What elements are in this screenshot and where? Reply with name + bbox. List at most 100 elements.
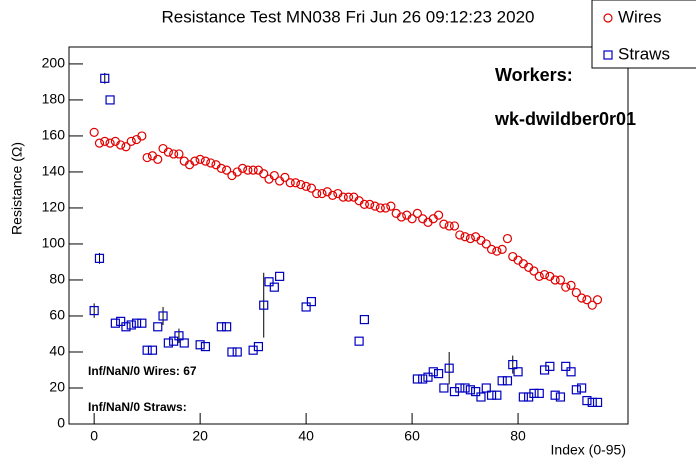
- point: [116, 316, 126, 326]
- y-tick-label: 20: [49, 379, 65, 395]
- x-tick-label: 80: [510, 428, 526, 444]
- point: [566, 280, 576, 290]
- point: [142, 345, 152, 355]
- point: [237, 163, 248, 173]
- point: [439, 383, 449, 393]
- annotation: wk-dwildber0r01: [494, 109, 636, 129]
- point: [423, 372, 433, 382]
- point: [386, 201, 396, 211]
- point: [248, 165, 258, 175]
- point: [359, 314, 369, 325]
- y-tick-label: 0: [57, 415, 65, 431]
- point: [338, 192, 348, 202]
- y-tick-label: 80: [49, 271, 65, 287]
- point: [539, 269, 550, 280]
- point: [380, 203, 391, 213]
- point: [396, 212, 407, 222]
- point: [529, 266, 539, 276]
- point: [110, 318, 120, 328]
- point: [502, 376, 513, 386]
- legend-box: [591, 0, 696, 69]
- point: [412, 374, 422, 384]
- point: [518, 392, 528, 402]
- x-axis-title: Index (0-95): [551, 442, 626, 458]
- point: [365, 199, 375, 209]
- point: [577, 383, 587, 393]
- point: [439, 219, 449, 229]
- point: [269, 170, 279, 181]
- point: [571, 385, 581, 395]
- x-tick-label: 60: [404, 428, 420, 444]
- point: [301, 302, 311, 312]
- point: [126, 136, 136, 146]
- point: [285, 178, 295, 188]
- point: [555, 392, 566, 402]
- point: [375, 203, 385, 213]
- plot-frame: [68, 46, 629, 425]
- point: [449, 221, 460, 231]
- point: [153, 322, 163, 332]
- point: [476, 392, 486, 402]
- point: [259, 300, 269, 310]
- point: [94, 138, 105, 148]
- point: [142, 152, 152, 163]
- point: [216, 163, 226, 173]
- y-tick-label: 60: [49, 307, 65, 323]
- point: [306, 183, 317, 193]
- point: [433, 368, 444, 379]
- point: [301, 181, 311, 191]
- point: [290, 178, 301, 188]
- legend-label: Wires: [618, 7, 661, 26]
- point: [465, 385, 475, 395]
- point: [497, 376, 507, 386]
- point: [513, 367, 523, 377]
- point: [121, 142, 131, 152]
- y-tick-label: 100: [42, 235, 66, 251]
- point: [545, 361, 555, 371]
- point: [312, 188, 322, 199]
- point: [502, 233, 513, 244]
- point: [444, 221, 454, 231]
- point: [407, 214, 417, 224]
- point: [200, 156, 211, 166]
- point: [471, 386, 481, 397]
- point: [306, 296, 317, 307]
- point: [296, 179, 306, 190]
- point: [100, 136, 110, 146]
- point: [592, 397, 603, 407]
- point: [561, 282, 571, 292]
- point: [508, 359, 518, 370]
- point: [169, 149, 179, 159]
- point: [216, 322, 226, 332]
- point: [89, 305, 99, 316]
- y-tick-label: 160: [42, 127, 66, 143]
- point: [529, 388, 539, 398]
- point: [169, 336, 179, 346]
- point: [222, 165, 232, 175]
- point: [412, 208, 422, 218]
- point: [486, 390, 497, 400]
- point: [89, 127, 99, 137]
- point: [174, 331, 184, 341]
- point: [534, 271, 544, 281]
- point: [582, 295, 592, 305]
- point: [582, 395, 592, 406]
- point: [566, 367, 576, 377]
- point: [105, 138, 115, 148]
- y-tick-label: 140: [42, 163, 66, 179]
- point: [269, 282, 279, 292]
- point: [137, 131, 147, 141]
- point: [481, 383, 491, 393]
- point: [105, 95, 115, 105]
- point: [137, 318, 147, 328]
- point: [418, 374, 428, 384]
- point: [492, 246, 502, 256]
- point: [121, 322, 131, 332]
- point: [328, 190, 338, 200]
- point: [370, 201, 380, 211]
- point: [243, 165, 253, 175]
- point: [131, 318, 142, 328]
- point: [455, 230, 465, 240]
- point: [147, 345, 158, 355]
